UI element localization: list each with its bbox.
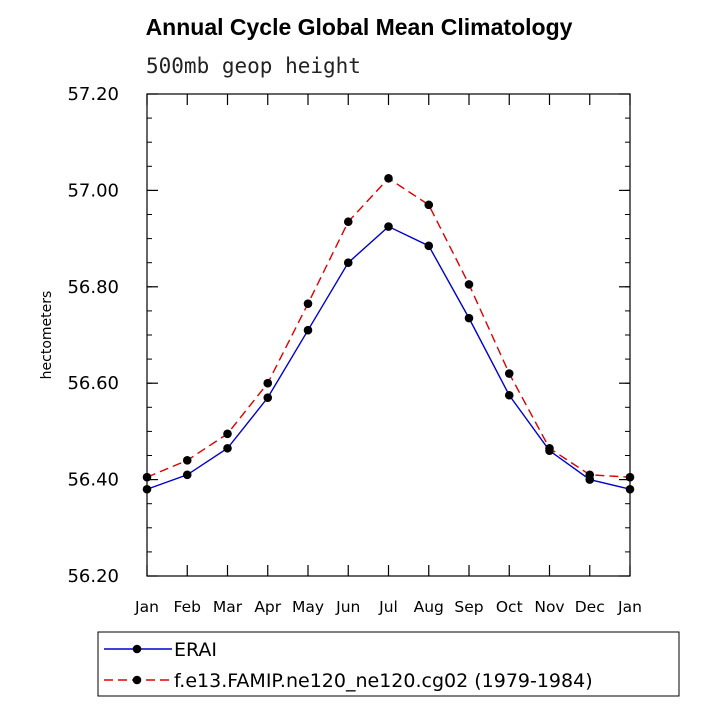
data-point-0 bbox=[464, 313, 474, 323]
data-point-1 bbox=[464, 280, 474, 289]
x-tick-label: Oct bbox=[496, 598, 523, 616]
data-point-0 bbox=[303, 325, 313, 335]
data-point-1 bbox=[263, 378, 273, 388]
chart-title: Annual Cycle Global Mean Climatology bbox=[145, 14, 573, 40]
y-tick-label: 56.60 bbox=[67, 373, 119, 394]
data-point-1 bbox=[384, 174, 393, 183]
data-point-1 bbox=[504, 369, 514, 378]
x-tick-label: Mar bbox=[213, 598, 243, 616]
data-point-0 bbox=[263, 393, 273, 402]
y-tick-label: 57.00 bbox=[67, 180, 119, 201]
data-point-0 bbox=[142, 484, 152, 494]
x-tick-label: May bbox=[292, 598, 324, 616]
y-tick-label: 57.20 bbox=[67, 84, 119, 105]
x-tick-label: Feb bbox=[174, 598, 201, 616]
x-tick-label: Jan bbox=[617, 598, 642, 616]
y-axis-label: hectometers bbox=[39, 291, 55, 380]
data-point-1 bbox=[424, 200, 434, 210]
x-tick-label: Sep bbox=[454, 598, 483, 616]
data-point-0 bbox=[384, 222, 393, 231]
data-point-1 bbox=[223, 429, 232, 439]
legend-marker-1 bbox=[132, 675, 142, 685]
x-tick-label: Aug bbox=[414, 598, 444, 616]
y-tick-label: 56.80 bbox=[67, 277, 119, 298]
legend-marker-0 bbox=[132, 644, 142, 654]
series-line-0 bbox=[146, 225, 631, 490]
data-point-0 bbox=[424, 241, 434, 251]
data-point-1 bbox=[585, 470, 595, 480]
data-point-1 bbox=[142, 472, 152, 482]
data-point-0 bbox=[223, 443, 232, 453]
legend-box bbox=[97, 631, 680, 697]
data-point-0 bbox=[343, 258, 353, 268]
plot-frame bbox=[146, 93, 631, 577]
data-point-1 bbox=[625, 472, 635, 482]
data-point-0 bbox=[182, 470, 192, 480]
data-point-1 bbox=[545, 443, 554, 453]
data-point-1 bbox=[303, 299, 313, 308]
x-tick-label: Jan bbox=[134, 598, 159, 616]
legend-layer: ERAI f.e13.FAMIP.ne120_ne120.cg02 (1979-1… bbox=[97, 631, 680, 697]
data-point-0 bbox=[504, 390, 514, 400]
legend-label-0: ERAI bbox=[174, 639, 217, 661]
x-tick-label: Jun bbox=[335, 598, 360, 616]
x-tick-label: Nov bbox=[534, 598, 564, 616]
x-tick-label: Apr bbox=[254, 598, 281, 616]
data-point-1 bbox=[182, 456, 192, 465]
data-point-1 bbox=[343, 217, 353, 227]
chart-subtitle: 500mb geop height bbox=[146, 54, 361, 78]
legend-label-1: f.e13.FAMIP.ne120_ne120.cg02 (1979-1984) bbox=[174, 670, 593, 692]
y-tick-label: 56.20 bbox=[67, 566, 119, 587]
x-tick-label: Dec bbox=[575, 598, 605, 616]
x-tick-label: Jul bbox=[378, 598, 398, 616]
y-tick-label: 56.40 bbox=[67, 470, 119, 491]
data-point-0 bbox=[625, 484, 635, 494]
axes-layer: 56.20 56.40 56.60 56.80 57.00 57.20 Jan Feb Mar A… bbox=[39, 84, 642, 616]
series-layer bbox=[142, 174, 635, 494]
